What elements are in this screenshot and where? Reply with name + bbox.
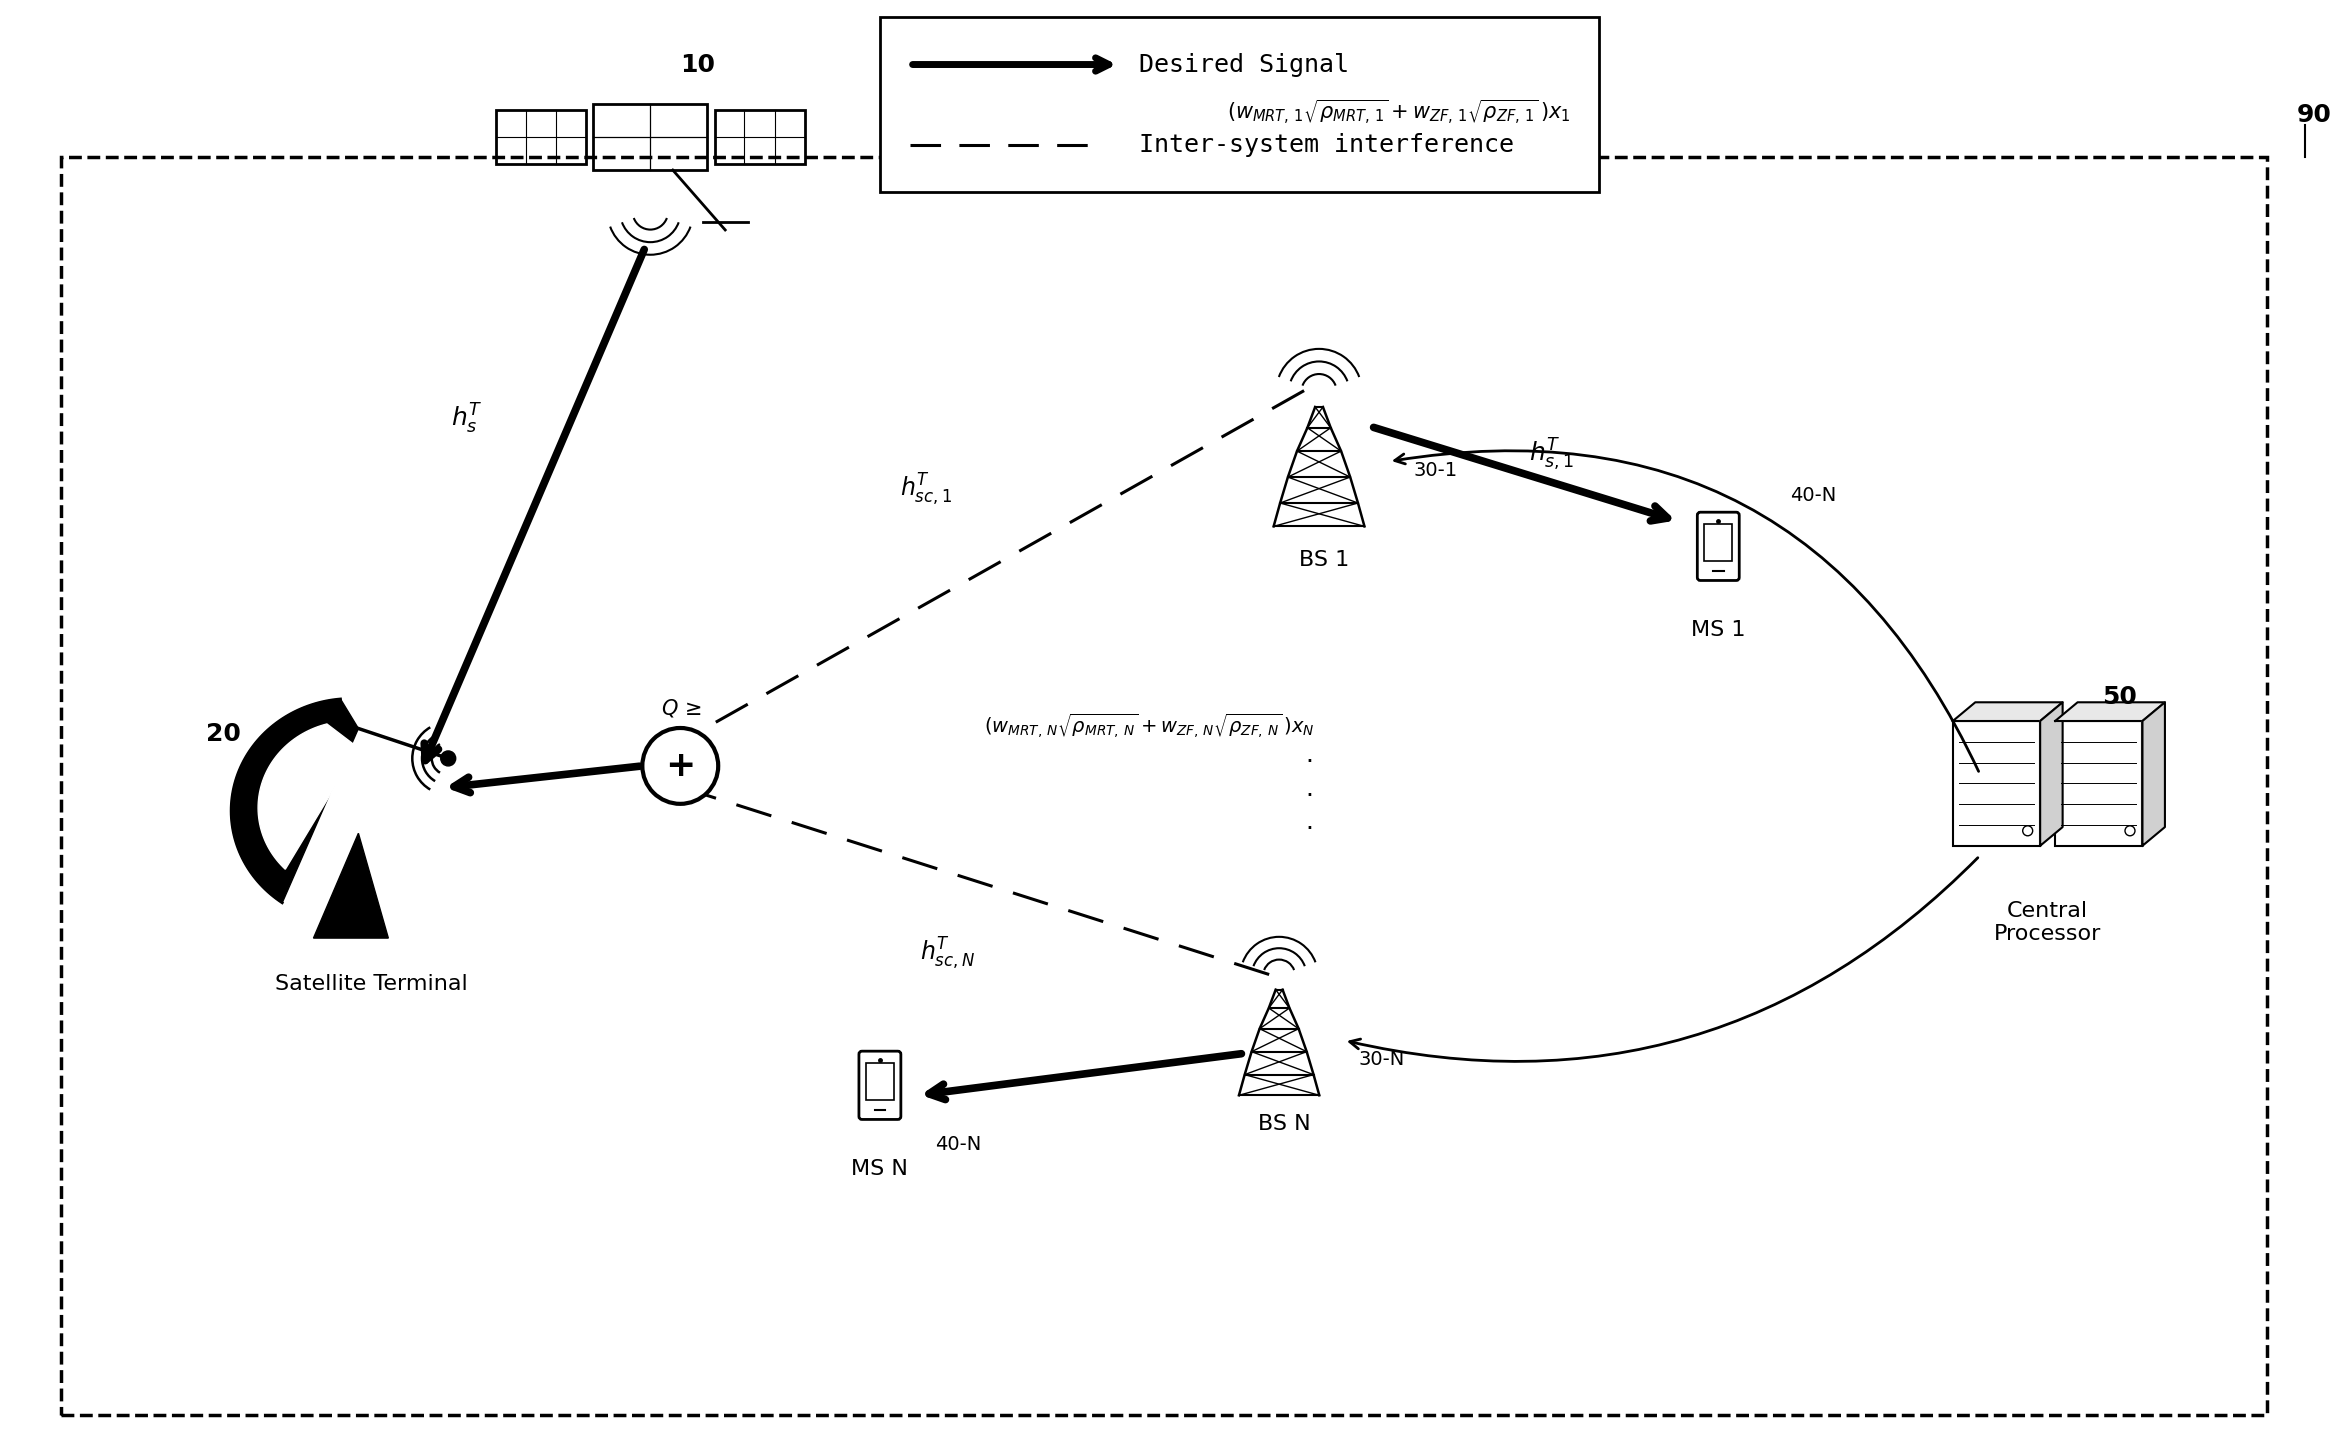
Polygon shape [2142,703,2165,846]
Bar [1953,722,2039,846]
Text: Central
Processor: Central Processor [1995,901,2102,944]
Text: BS N: BS N [1257,1115,1310,1134]
Text: Inter-system interference: Inter-system interference [1140,133,1514,156]
Polygon shape [2039,703,2063,846]
Text: Desired Signal: Desired Signal [1140,52,1350,77]
Polygon shape [313,833,388,938]
Polygon shape [231,698,357,902]
Bar [715,110,804,163]
Text: ·
·
·: · · · [1306,750,1313,842]
Bar [867,1063,895,1100]
Text: +: + [666,749,696,782]
Bar [881,17,1598,192]
Text: 40-N: 40-N [934,1135,981,1154]
Circle shape [442,750,456,766]
Text: $h_s^T$: $h_s^T$ [451,402,481,437]
Text: $h_{sc,N}^T$: $h_{sc,N}^T$ [920,936,974,972]
Text: $(w_{MRT,\,N}\sqrt{\rho_{MRT,\,N}}+w_{ZF,\,N}\sqrt{\rho_{ZF,\,N}}\,)x_N$: $(w_{MRT,\,N}\sqrt{\rho_{MRT,\,N}}+w_{ZF… [983,711,1315,740]
Bar [2056,722,2142,846]
Text: 20: 20 [206,722,241,746]
Bar [593,104,708,171]
Text: 10: 10 [680,54,715,77]
Text: Satellite Terminal: Satellite Terminal [276,975,467,995]
Text: 40-N: 40-N [1789,486,1836,506]
Text: 30-N: 30-N [1360,1050,1406,1070]
Text: $h_{s,1}^T$: $h_{s,1}^T$ [1528,437,1574,473]
Text: Q ≥: Q ≥ [663,698,703,719]
Text: 90: 90 [2296,103,2331,127]
Text: 50: 50 [2102,685,2137,709]
Bar [1705,523,1733,561]
Text: MS N: MS N [850,1160,909,1178]
Bar [495,110,586,163]
Text: BS 1: BS 1 [1299,551,1350,570]
Text: MS 1: MS 1 [1691,620,1745,641]
Bar [61,158,2268,1414]
Text: $(w_{MRT,\,1}\sqrt{\rho_{MRT,\,1}}+w_{ZF,\,1}\sqrt{\rho_{ZF,\,1}}\,)x_1$: $(w_{MRT,\,1}\sqrt{\rho_{MRT,\,1}}+w_{ZF… [1226,97,1570,127]
Text: 30-1: 30-1 [1413,461,1458,480]
Polygon shape [1953,703,2063,722]
Text: $h_{sc,1}^T$: $h_{sc,1}^T$ [899,471,951,508]
Polygon shape [257,724,357,869]
Polygon shape [2056,703,2165,722]
Circle shape [642,727,717,804]
